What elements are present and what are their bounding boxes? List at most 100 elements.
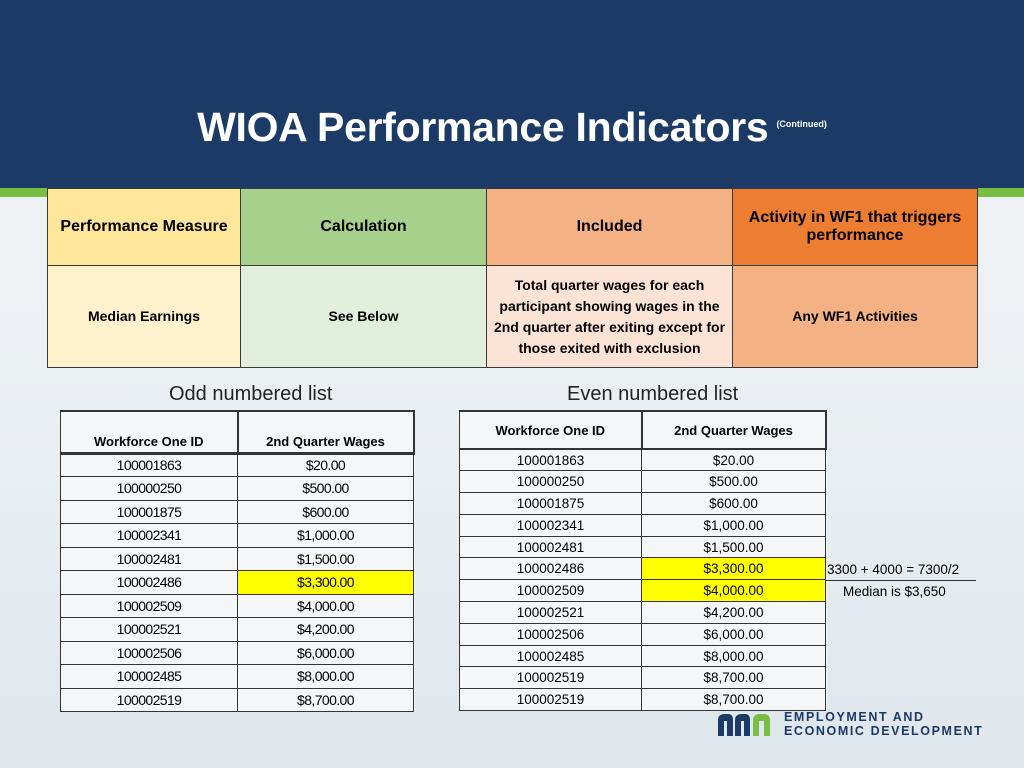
table-row: 100001863 $20.00 <box>60 452 414 477</box>
even-header-id: Workforce One ID <box>459 410 643 450</box>
workforce-id-cell: 100002486 <box>459 557 642 581</box>
calculation-note: 3300 + 4000 = 7300/2 <box>827 562 960 577</box>
wages-cell: $8,700.00 <box>237 687 414 712</box>
workforce-id-cell: 100002521 <box>459 601 642 624</box>
accent-bar-right <box>976 188 1024 197</box>
wages-cell: $4,000.00 <box>237 593 414 618</box>
workforce-id-cell: 100002509 <box>60 593 238 618</box>
wages-cell: $4,000.00 <box>641 579 826 603</box>
table-row: 100002486 $3,300.00 <box>60 570 414 595</box>
wages-cell: $6,000.00 <box>237 640 414 665</box>
calculation-underline <box>826 580 976 581</box>
even-header-row: Workforce One ID 2nd Quarter Wages <box>459 410 827 450</box>
table-row: 100002506 $6,000.00 <box>60 640 414 665</box>
wages-cell: $500.00 <box>641 470 826 494</box>
table-row: 100002519 $8,700.00 <box>459 688 826 712</box>
wages-cell: $600.00 <box>237 499 414 524</box>
workforce-id-cell: 100002481 <box>459 535 642 559</box>
wages-cell: $8,000.00 <box>237 664 414 689</box>
table-row: 100002481 $1,500.00 <box>60 546 414 571</box>
table-row: 100002506 $6,000.00 <box>459 622 826 646</box>
wages-cell: $20.00 <box>641 448 826 472</box>
performance-measure-table: Performance Measure Calculation Included… <box>47 188 978 368</box>
logo-wordmark: EMPLOYMENT AND ECONOMIC DEVELOPMENT <box>784 710 983 738</box>
even-list-body: 100001863 $20.00 100000250 $500.00 100001875… <box>459 448 826 712</box>
workforce-id-cell: 100002519 <box>459 666 642 690</box>
wages-cell: $1,000.00 <box>237 523 414 548</box>
table-row: 100000250 $500.00 <box>459 470 826 494</box>
table-row: 100002519 $8,700.00 <box>60 687 414 712</box>
slide-title-note: (Continued) <box>776 119 827 129</box>
table-row: 100002486 $3,300.00 <box>459 557 826 581</box>
workforce-id-cell: 100001875 <box>459 492 642 515</box>
wages-cell: $1,000.00 <box>641 513 826 537</box>
workforce-id-cell: 100002485 <box>459 644 642 668</box>
even-header-wages: 2nd Quarter Wages <box>641 410 827 450</box>
workforce-id-cell: 100002486 <box>60 570 238 595</box>
header-included: Included <box>486 188 733 266</box>
workforce-id-cell: 100002481 <box>60 546 238 571</box>
table-row: 100002341 $1,000.00 <box>459 513 826 537</box>
wages-cell: $500.00 <box>237 476 414 501</box>
workforce-id-cell: 100002341 <box>60 523 238 548</box>
header-calculation: Calculation <box>240 188 487 266</box>
workforce-id-cell: 100002521 <box>60 617 238 642</box>
table-row: 100002509 $4,000.00 <box>60 593 414 618</box>
cell-activity: Any WF1 Activities <box>732 265 978 368</box>
wages-cell: $8,000.00 <box>641 644 826 668</box>
wages-cell: $8,700.00 <box>641 688 826 712</box>
wages-cell: $600.00 <box>641 492 826 515</box>
header-activity: Activity in WF1 that triggers performanc… <box>732 188 978 266</box>
odd-header-row: Workforce One ID 2nd Quarter Wages <box>60 410 415 455</box>
wages-cell: $4,200.00 <box>641 601 826 624</box>
wages-cell: $3,300.00 <box>641 557 826 581</box>
table-row: 100002521 $4,200.00 <box>60 617 414 642</box>
workforce-id-cell: 100001863 <box>459 448 642 472</box>
table-row: 100000250 $500.00 <box>60 476 414 501</box>
header-performance-measure: Performance Measure <box>47 188 241 266</box>
cell-calculation: See Below <box>240 265 487 368</box>
wages-cell: $4,200.00 <box>237 617 414 642</box>
table-row: 100001875 $600.00 <box>60 499 414 524</box>
wages-cell: $8,700.00 <box>641 666 826 690</box>
table-row: 100002341 $1,000.00 <box>60 523 414 548</box>
wages-cell: $6,000.00 <box>641 622 826 646</box>
workforce-id-cell: 100002506 <box>459 622 642 646</box>
slide-title-text: WIOA Performance Indicators <box>197 104 769 150</box>
accent-bar-left <box>0 188 48 197</box>
workforce-id-cell: 100002341 <box>459 513 642 537</box>
odd-list-title: Odd numbered list <box>169 383 333 405</box>
table-row: 100002481 $1,500.00 <box>459 535 826 559</box>
median-note: Median is $3,650 <box>843 584 946 599</box>
wages-cell: $20.00 <box>237 452 414 477</box>
table-row: 100002509 $4,000.00 <box>459 579 826 603</box>
slide-title: WIOA Performance Indicators (Continued) <box>0 104 1024 151</box>
workforce-id-cell: 100000250 <box>60 476 238 501</box>
workforce-id-cell: 100002509 <box>459 579 642 603</box>
table-row: 100002521 $4,200.00 <box>459 601 826 624</box>
logo-line-2: ECONOMIC DEVELOPMENT <box>784 724 984 738</box>
cell-measure: Median Earnings <box>47 265 241 368</box>
odd-list-table: Workforce One ID 2nd Quarter Wages 10000… <box>60 410 415 712</box>
mn-logo-icon <box>718 714 770 736</box>
table-row: 100002485 $8,000.00 <box>459 644 826 668</box>
odd-header-wages: 2nd Quarter Wages <box>237 410 415 455</box>
table-row: 100001863 $20.00 <box>459 448 826 472</box>
wages-cell: $1,500.00 <box>641 535 826 559</box>
workforce-id-cell: 100002485 <box>60 664 238 689</box>
measure-data-row: Median Earnings See Below Total quarter … <box>47 265 978 368</box>
wages-cell: $1,500.00 <box>237 546 414 571</box>
cell-included: Total quarter wages for each participant… <box>486 265 733 368</box>
even-list-title: Even numbered list <box>567 383 739 405</box>
wages-cell: $3,300.00 <box>237 570 414 595</box>
workforce-id-cell: 100001875 <box>60 499 238 524</box>
even-list-table: Workforce One ID 2nd Quarter Wages 10000… <box>459 410 827 712</box>
table-row: 100002485 $8,000.00 <box>60 664 414 689</box>
table-row: 100001875 $600.00 <box>459 492 826 515</box>
odd-list-body: 100001863 $20.00 100000250 $500.00 100001875… <box>60 452 414 712</box>
measure-header-row: Performance Measure Calculation Included… <box>47 188 978 266</box>
table-row: 100002519 $8,700.00 <box>459 666 826 690</box>
workforce-id-cell: 100001863 <box>60 452 238 477</box>
odd-header-id: Workforce One ID <box>60 410 239 455</box>
header-banner <box>0 0 1024 188</box>
